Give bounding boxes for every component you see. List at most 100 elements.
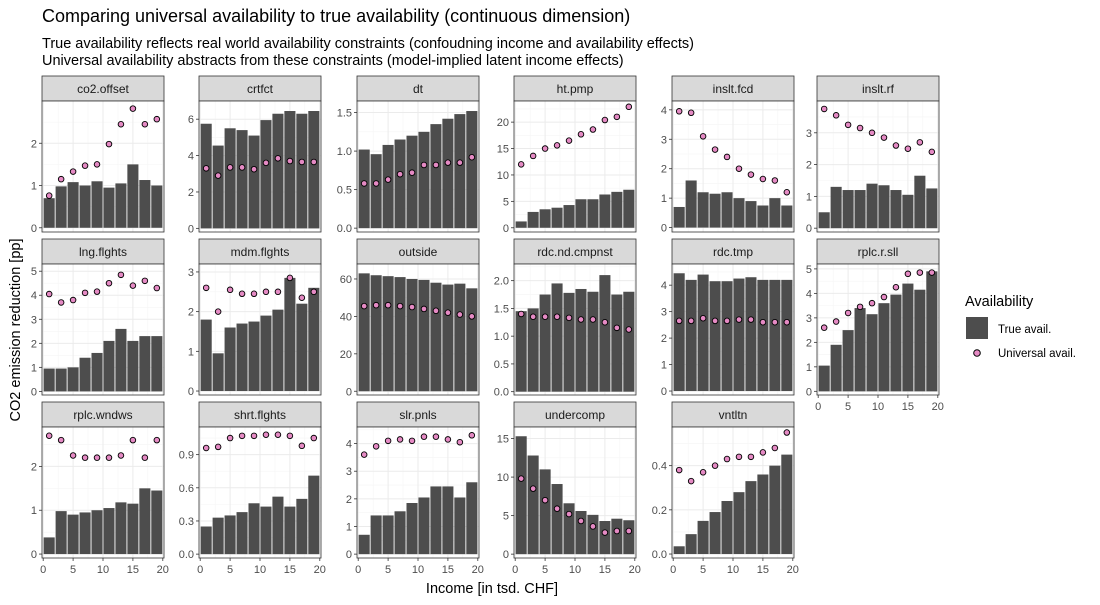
bar-true-avail	[902, 283, 914, 392]
y-tick-label: 2	[188, 187, 194, 199]
bar-true-avail	[430, 486, 442, 555]
bar-true-avail	[866, 183, 878, 229]
point-universal-avail	[747, 171, 755, 178]
point-universal-avail	[541, 313, 549, 320]
point-universal-avail	[69, 452, 77, 459]
bar-true-avail	[527, 308, 539, 392]
point-universal-avail	[868, 299, 876, 307]
facet-slr.pnls: slr.pnls 0 1 2 3 4 0 5 10 15 20	[346, 401, 484, 576]
bar-true-avail	[212, 353, 224, 392]
legend-label-true-avail: True avail.	[998, 324, 1051, 336]
x-tick-label: 10	[872, 401, 884, 413]
y-tick-label: 0	[31, 549, 37, 561]
point-universal-avail	[310, 158, 318, 166]
bar-true-avail	[406, 135, 418, 229]
y-tick-label: 2.0	[494, 276, 509, 288]
bar-true-avail	[151, 336, 163, 392]
bar-true-avail	[430, 282, 442, 392]
point-universal-avail	[456, 311, 464, 318]
point-universal-avail	[396, 170, 404, 178]
x-tick-label: 0	[815, 401, 821, 413]
x-tick-label: 0	[512, 564, 518, 576]
facet-strip-label: outside	[399, 245, 438, 259]
point-universal-avail	[747, 316, 755, 323]
bar-true-avail	[685, 279, 697, 392]
point-universal-avail	[396, 302, 404, 310]
y-tick-label: 20	[340, 349, 352, 361]
facet-strip-label: co2.offset	[77, 82, 129, 96]
bar-true-avail	[709, 193, 721, 228]
bar-true-avail	[757, 205, 769, 228]
bar-true-avail	[370, 275, 382, 392]
facet-strip-label: undercomp	[545, 408, 605, 422]
point-universal-avail	[832, 112, 840, 119]
facet-strip-label: shrt.flghts	[234, 408, 286, 422]
point-universal-avail	[577, 316, 585, 323]
bar-true-avail	[842, 330, 854, 392]
y-tick-label: 10	[497, 170, 509, 182]
bar-true-avail	[721, 281, 733, 392]
legend-key-universal-avail	[973, 349, 981, 357]
point-universal-avail	[372, 443, 380, 450]
y-tick-label: 4	[806, 288, 812, 300]
bar-true-avail	[611, 518, 623, 555]
bar-true-avail	[382, 144, 394, 229]
point-universal-avail	[832, 318, 840, 325]
y-tick-label: 1.0	[494, 331, 509, 343]
y-tick-label: 0	[503, 223, 509, 235]
bar-true-avail	[382, 515, 394, 555]
bar-true-avail	[370, 515, 382, 555]
facet-strip-label: rdc.tmp	[713, 245, 753, 259]
bar-true-avail	[296, 498, 308, 555]
point-universal-avail	[444, 309, 452, 316]
y-tick-label: 2	[31, 138, 37, 150]
point-universal-avail	[541, 145, 549, 152]
panel-border	[41, 100, 165, 233]
point-universal-avail	[81, 289, 89, 297]
x-tick-label: 5	[845, 401, 851, 413]
point-universal-avail	[517, 161, 525, 168]
x-tick-label: 20	[787, 564, 799, 576]
y-tick-label: 0	[806, 223, 812, 235]
point-universal-avail	[310, 434, 318, 442]
x-tick-label: 0	[670, 564, 676, 576]
bar-true-avail	[43, 198, 55, 228]
x-tick-label: 10	[254, 564, 266, 576]
bar-true-avail	[115, 328, 127, 392]
point-universal-avail	[565, 510, 573, 518]
y-tick-label: 2	[31, 461, 37, 473]
bar-true-avail	[308, 475, 320, 555]
point-universal-avail	[45, 290, 53, 298]
point-universal-avail	[420, 161, 428, 169]
bar-true-avail	[599, 275, 611, 392]
y-tick-label: 0	[346, 386, 352, 398]
point-universal-avail	[892, 284, 900, 291]
x-tick-label: 20	[472, 564, 484, 576]
y-tick-label: 2	[806, 160, 812, 172]
y-tick-label: 4	[661, 105, 667, 117]
y-tick-label: 1	[661, 360, 667, 372]
bar-true-avail	[454, 497, 466, 555]
bar-true-avail	[575, 288, 587, 392]
point-universal-avail	[553, 313, 561, 320]
bar-true-avail	[890, 294, 902, 392]
bar-true-avail	[515, 436, 527, 555]
x-tick-label: 20	[314, 564, 326, 576]
y-tick-label: 0.5	[337, 185, 352, 197]
bar-true-avail	[697, 274, 709, 392]
point-universal-avail	[141, 454, 149, 461]
chart-subtitle-line-2: Universal availability abstracts from th…	[42, 53, 624, 69]
bar-true-avail	[926, 271, 938, 392]
bar-true-avail	[539, 469, 551, 555]
bar-true-avail	[466, 288, 478, 392]
facet-panels: co2.offset 0 1 2 crtfct 0 2 4 6 dt 0.0 0.5 1.0 1.5 ht.…	[31, 75, 944, 576]
y-tick-label: 5	[503, 511, 509, 523]
point-universal-avail	[238, 164, 246, 171]
facet-strip-label: lng.flghts	[79, 245, 127, 259]
panel-border	[671, 100, 795, 233]
point-universal-avail	[360, 180, 368, 187]
facet-strip	[513, 238, 637, 265]
point-universal-avail	[93, 454, 101, 461]
legend-key-true-avail	[966, 317, 988, 339]
bar-true-avail	[103, 187, 115, 228]
